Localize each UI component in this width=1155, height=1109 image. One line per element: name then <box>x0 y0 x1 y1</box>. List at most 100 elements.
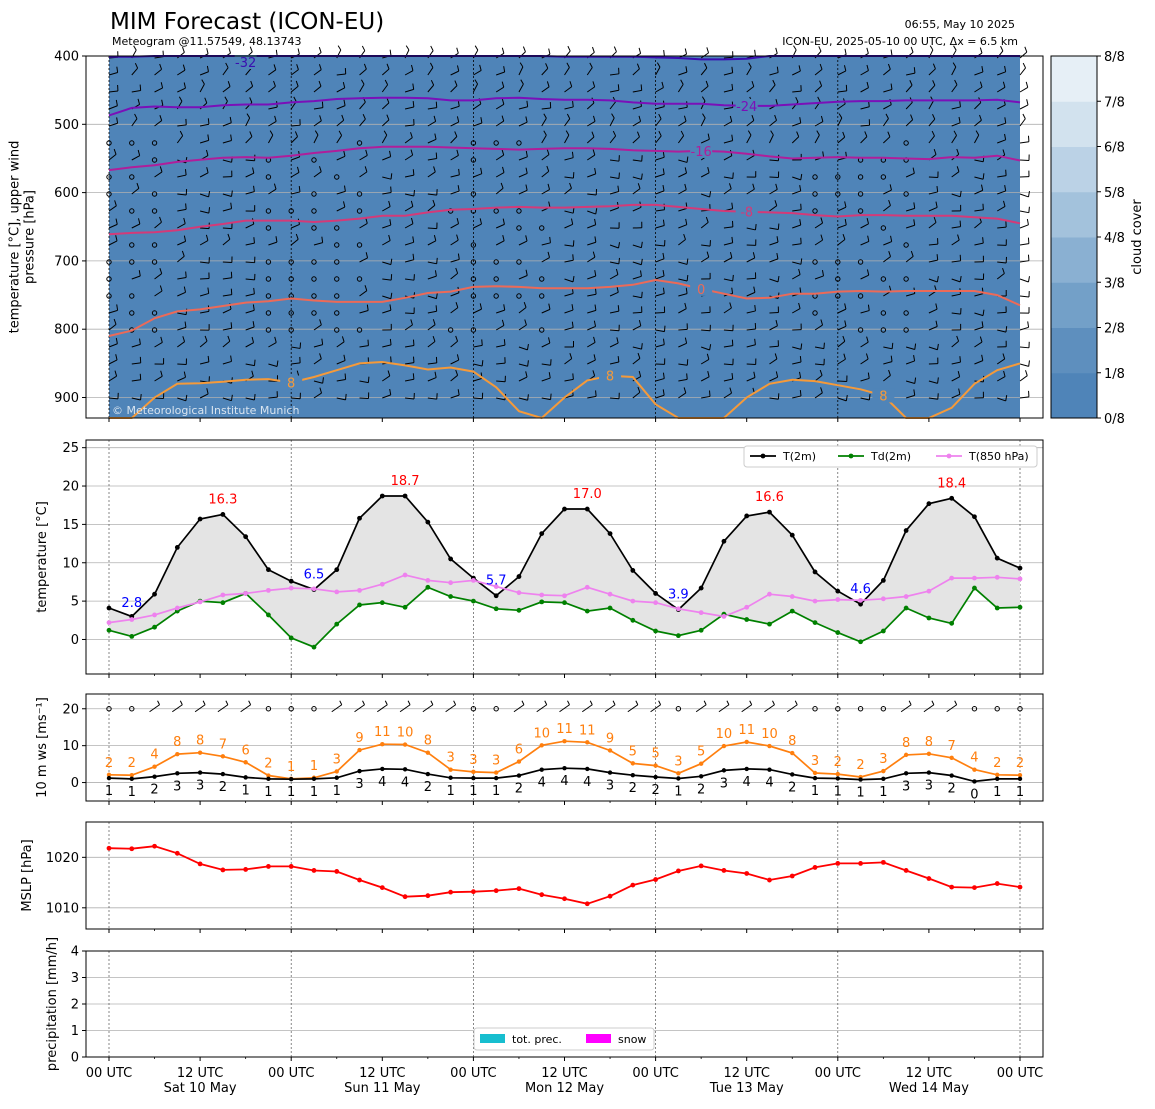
wind-barb-flag <box>185 169 186 175</box>
mean-wind-value-label: 2 <box>515 782 523 797</box>
gust-value-label: 3 <box>879 752 887 767</box>
colorbar-tick-label: 6/8 <box>1104 141 1125 156</box>
series-point <box>562 600 567 605</box>
wind-barb-flag <box>937 254 938 260</box>
wind-barb-flag <box>750 701 752 705</box>
day-label: Sat 10 May <box>164 1081 237 1096</box>
colorbar-tick-label: 4/8 <box>1104 231 1125 246</box>
colorbar-segment <box>1051 328 1097 374</box>
series-point <box>175 545 180 550</box>
mean-wind-value-label: 3 <box>196 779 204 794</box>
wind-barb-staff <box>150 705 160 712</box>
series-point <box>426 772 430 776</box>
series-point <box>448 776 452 780</box>
gust-value-label: 2 <box>993 756 1001 771</box>
wind-barb-staff <box>901 705 911 712</box>
series-point <box>744 871 749 876</box>
series-point <box>380 767 384 771</box>
gust-value-label: 5 <box>629 744 637 759</box>
series-point <box>722 539 727 544</box>
series-point <box>243 534 248 539</box>
wind-barb-flag <box>892 343 893 349</box>
series-point <box>403 767 407 771</box>
wind-barb-flag <box>231 322 232 328</box>
series-point <box>539 531 544 536</box>
series-point <box>585 901 590 906</box>
series-point <box>904 528 909 533</box>
series-point <box>426 750 430 754</box>
gust-value-label: 8 <box>196 734 204 749</box>
copyright-note: © Meteorological Institute Munich <box>112 404 299 417</box>
series-point <box>744 617 749 622</box>
series-point <box>699 628 704 633</box>
wind-barb-flag <box>475 46 478 50</box>
series-point <box>175 851 180 856</box>
wind-barb-flag <box>639 48 641 54</box>
legend-label: T(850 hPa) <box>968 450 1029 463</box>
colorbar-segment <box>1051 237 1097 283</box>
series-point <box>904 753 908 757</box>
wind-barb-flag <box>983 237 984 243</box>
x-tick-label: 12 UTC <box>723 1066 769 1081</box>
series-point <box>790 772 794 776</box>
wind-barb-flag <box>776 48 778 54</box>
wind-barb-flag <box>824 343 825 349</box>
wind-barb-flag <box>664 50 665 56</box>
wind-barb-flag <box>226 701 228 705</box>
gust-value-label: 9 <box>606 731 614 746</box>
series-point <box>972 767 976 771</box>
wind-barb-flag <box>391 356 392 362</box>
wind-barb-flag <box>772 701 774 705</box>
wind-barb-flag <box>707 47 709 52</box>
x-tick-label: 00 UTC <box>450 1066 496 1081</box>
series-point <box>403 573 408 578</box>
wind-barb-flag <box>549 49 550 55</box>
gust-value-label: 10 <box>761 727 778 742</box>
series-point <box>152 774 156 778</box>
series-point <box>608 770 612 774</box>
series-point <box>927 752 931 756</box>
series-point <box>380 582 385 587</box>
gust-value-label: 2 <box>834 755 842 770</box>
isotherm-label: 8 <box>287 376 295 391</box>
series-point <box>676 606 681 611</box>
wind-barb-flag <box>932 701 934 705</box>
gust-value-label: 7 <box>219 737 227 752</box>
wind-barb-flag <box>937 186 938 192</box>
wind-barb-flag <box>869 394 870 400</box>
wind-barb-staff <box>633 312 642 313</box>
series-point <box>744 514 749 519</box>
series-point <box>175 606 180 611</box>
isotherm-label: 8 <box>879 389 887 404</box>
mean-wind-value-label: 1 <box>674 784 682 799</box>
series-point <box>107 846 112 851</box>
wind-barb-staff <box>605 705 615 712</box>
series-point <box>152 625 157 630</box>
series-point <box>334 590 339 595</box>
wind-barb-flag <box>685 48 686 54</box>
gust-value-label: 3 <box>674 754 682 769</box>
series-point <box>858 598 863 603</box>
series-point <box>949 773 953 777</box>
series-point <box>517 773 521 777</box>
series-point <box>425 520 430 525</box>
series-point <box>107 776 111 780</box>
wind-barb-staff <box>1020 225 1028 228</box>
gust-value-label: 3 <box>469 753 477 768</box>
wind-barb-flag <box>778 224 779 230</box>
isotherm-label: 0 <box>697 283 705 298</box>
wind-barb-flag <box>431 701 433 705</box>
wind-barb-staff <box>1020 87 1028 92</box>
wind-barb-staff <box>582 705 592 712</box>
series-point <box>289 636 294 641</box>
y-tick-label: 900 <box>54 391 79 406</box>
series-point <box>357 748 361 752</box>
colorbar-segment <box>1051 192 1097 238</box>
wind-barb-staff <box>1020 279 1028 282</box>
series-point <box>517 590 522 595</box>
series-point <box>630 568 635 573</box>
series-point <box>653 591 658 596</box>
colorbar-segment <box>1051 56 1097 102</box>
wind-barb-staff <box>218 705 228 712</box>
